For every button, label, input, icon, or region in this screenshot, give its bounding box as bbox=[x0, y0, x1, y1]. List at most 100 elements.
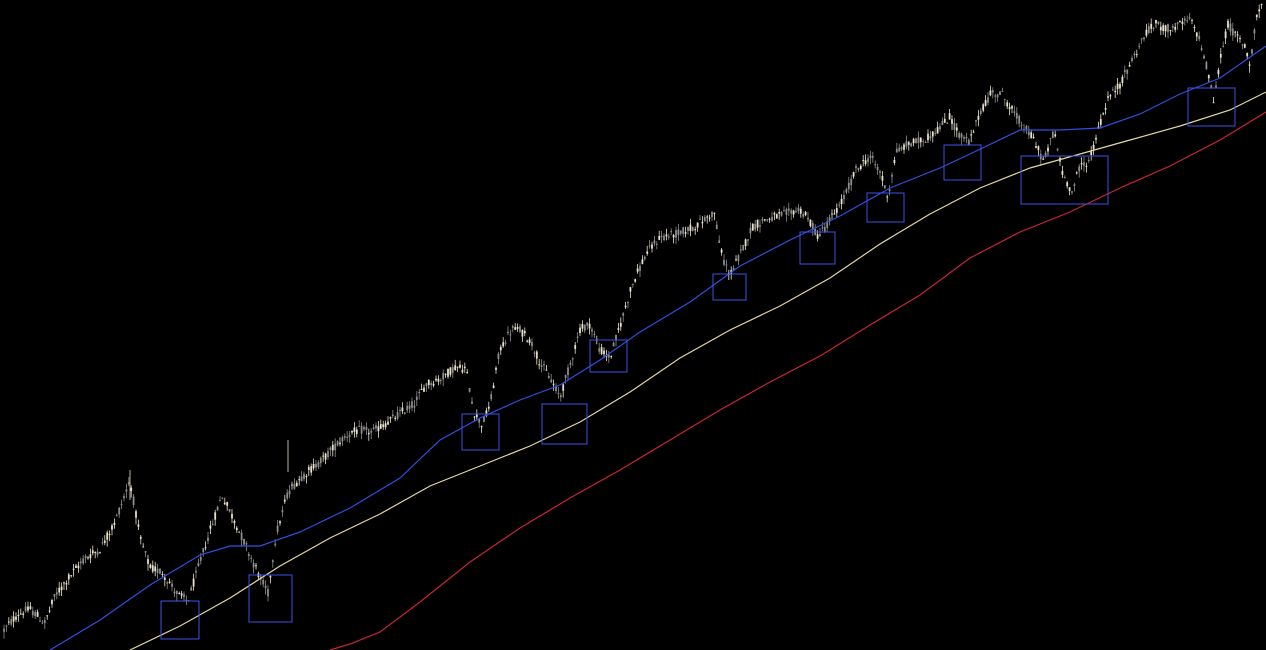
candle-body-358 bbox=[862, 160, 865, 161]
candle-body-260 bbox=[627, 302, 629, 304]
candle-body-129 bbox=[312, 464, 315, 469]
ma-medium-line bbox=[129, 91, 1266, 650]
candle-body-105 bbox=[255, 565, 257, 567]
candle-body-460 bbox=[1107, 96, 1109, 98]
candle-body-39 bbox=[96, 551, 99, 555]
candle-body-442 bbox=[1063, 177, 1066, 179]
candle-body-344 bbox=[828, 217, 831, 222]
candle-body-71 bbox=[173, 591, 176, 594]
candle-body-192 bbox=[463, 366, 466, 369]
highlight-box-9 bbox=[1020, 155, 1109, 205]
candle-body-1 bbox=[5, 625, 8, 627]
candle-body-441 bbox=[1061, 170, 1064, 175]
ma-slow-line bbox=[329, 111, 1266, 650]
candle-body-422 bbox=[1015, 112, 1018, 119]
candle-body-88 bbox=[214, 512, 217, 520]
candle-body-211 bbox=[509, 334, 512, 336]
candle-body-48 bbox=[118, 507, 121, 515]
candle-body-75 bbox=[183, 594, 185, 598]
candle-body-140 bbox=[339, 442, 341, 445]
candle-body-343 bbox=[826, 221, 829, 228]
candle-body-85 bbox=[207, 537, 209, 541]
candle-body-133 bbox=[322, 455, 325, 457]
candle-body-325 bbox=[783, 210, 785, 212]
candle-body-439 bbox=[1056, 148, 1059, 151]
candle-body-345 bbox=[831, 213, 833, 215]
candle-body-40 bbox=[99, 552, 101, 554]
candle-body-161 bbox=[389, 417, 392, 419]
highlight-box-1 bbox=[248, 574, 293, 623]
candle-body-233 bbox=[562, 384, 565, 391]
candle-body-487 bbox=[1171, 26, 1174, 28]
candle-body-108 bbox=[262, 580, 265, 585]
candle-body-31 bbox=[77, 565, 80, 569]
candle-body-348 bbox=[838, 204, 841, 206]
candle-body-354 bbox=[852, 172, 855, 177]
candle-body-266 bbox=[641, 259, 644, 264]
candle-body-4 bbox=[12, 616, 15, 622]
candle-body-368 bbox=[886, 196, 889, 198]
candle-body-524 bbox=[1260, 4, 1263, 6]
candle-body-205 bbox=[495, 367, 497, 370]
candle-body-277 bbox=[667, 236, 670, 238]
highlight-box-3 bbox=[541, 403, 588, 445]
candle-body-23 bbox=[58, 587, 61, 593]
candle-body-403 bbox=[970, 134, 973, 136]
candle-body-432 bbox=[1039, 153, 1042, 160]
candle-body-142 bbox=[343, 436, 346, 438]
candle-body-347 bbox=[835, 208, 838, 214]
candle-body-167 bbox=[403, 412, 406, 414]
candle-body-501 bbox=[1205, 62, 1208, 70]
candle-body-507 bbox=[1219, 54, 1222, 58]
candle-body-272 bbox=[655, 243, 658, 245]
candle-body-353 bbox=[850, 178, 853, 186]
candle-body-250 bbox=[603, 350, 605, 355]
candle-body-329 bbox=[792, 210, 795, 215]
candle-body-261 bbox=[629, 287, 632, 292]
candle-body-171 bbox=[413, 405, 416, 408]
candle-body-385 bbox=[927, 133, 929, 141]
candle-body-293 bbox=[706, 216, 709, 218]
candle-body-19 bbox=[48, 610, 51, 612]
candle-body-401 bbox=[965, 136, 968, 139]
candle-body-228 bbox=[550, 379, 553, 383]
candle-body-351 bbox=[845, 189, 848, 193]
candle-body-497 bbox=[1195, 32, 1198, 37]
candle-body-318 bbox=[766, 219, 769, 221]
candle-body-349 bbox=[840, 198, 843, 204]
candle-body-214 bbox=[516, 327, 519, 329]
candle-body-386 bbox=[929, 136, 932, 139]
candle-body-54 bbox=[132, 496, 135, 506]
candle-body-269 bbox=[648, 245, 651, 247]
candle-body-243 bbox=[586, 322, 589, 326]
candle-body-117 bbox=[283, 499, 286, 502]
candle-body-91 bbox=[221, 497, 224, 499]
candle-body-244 bbox=[588, 323, 591, 329]
candle-body-137 bbox=[331, 444, 334, 451]
candle-body-350 bbox=[843, 194, 845, 200]
candle-body-377 bbox=[907, 142, 910, 145]
candle-body-462 bbox=[1111, 89, 1114, 91]
candle-body-119 bbox=[288, 490, 291, 495]
candle-body-157 bbox=[379, 424, 382, 429]
candle-body-512 bbox=[1231, 28, 1234, 36]
candle-body-139 bbox=[336, 441, 339, 446]
candle-body-340 bbox=[819, 234, 821, 237]
candle-body-352 bbox=[847, 182, 850, 190]
candle-body-436 bbox=[1049, 138, 1052, 140]
candle-body-229 bbox=[552, 383, 555, 385]
candle-body-341 bbox=[821, 227, 824, 229]
candle-body-125 bbox=[303, 473, 305, 479]
candle-body-399 bbox=[960, 133, 963, 138]
candle-body-10 bbox=[27, 606, 29, 611]
candle-body-98 bbox=[238, 531, 241, 533]
candle-body-169 bbox=[408, 405, 411, 409]
candles-layer bbox=[3, 3, 1263, 639]
candle-body-406 bbox=[977, 115, 980, 120]
candle-body-393 bbox=[946, 122, 949, 124]
candle-body-195 bbox=[471, 401, 473, 404]
candle-body-332 bbox=[799, 208, 802, 214]
candle-body-245 bbox=[591, 329, 593, 332]
candle-body-63 bbox=[154, 566, 157, 572]
